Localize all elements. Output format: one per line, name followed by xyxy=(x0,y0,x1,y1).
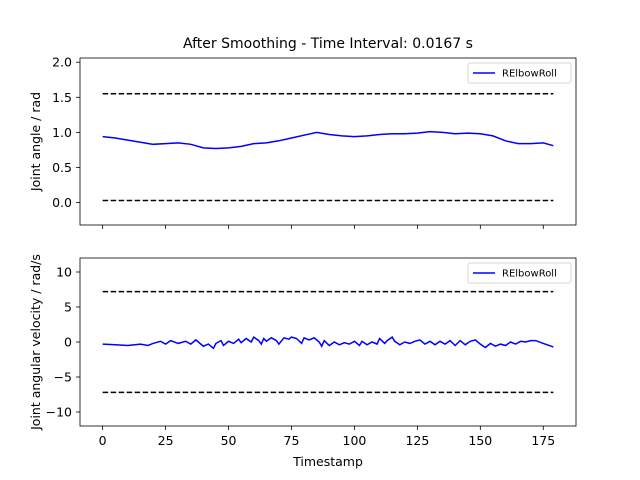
x-tick-label: 175 xyxy=(531,433,555,448)
legend-box xyxy=(467,262,572,284)
series-line-relbowroll xyxy=(102,130,554,150)
y-tick-label: 1.0 xyxy=(52,125,72,140)
y-tick-label: 10 xyxy=(56,265,72,280)
y-tick-label: 0.0 xyxy=(52,195,72,210)
y-tick-label: 0.5 xyxy=(52,160,72,175)
legend-label: RElbowRoll xyxy=(502,69,557,80)
x-tick-label: 125 xyxy=(405,433,429,448)
legend-label: RElbowRoll xyxy=(502,269,557,280)
x-tick-label: 50 xyxy=(221,433,237,448)
legend: RElbowRoll xyxy=(467,262,572,284)
x-tick-label: 0 xyxy=(99,433,107,448)
y-tick-label: 2.0 xyxy=(52,55,72,70)
legend: RElbowRoll xyxy=(467,62,572,84)
x-tick-label: 150 xyxy=(468,433,492,448)
velocity-subplot: 0 25 50 75 100 125 150 175 −10 −5 0 5 10 Joint angula… xyxy=(28,254,577,469)
x-tick-label: 25 xyxy=(158,433,174,448)
chart-title: After Smoothing - Time Interval: 0.0167 … xyxy=(183,36,473,52)
y-axis-label: Joint angle / rad xyxy=(28,92,43,192)
y-tick-label: 0 xyxy=(64,335,72,350)
legend-box xyxy=(467,62,572,84)
x-tick-label: 75 xyxy=(284,433,300,448)
y-tick-label: 5 xyxy=(64,300,72,315)
x-tick-label: 100 xyxy=(343,433,367,448)
y-tick-label: −5 xyxy=(54,370,72,385)
series-line-relbowroll xyxy=(102,335,554,350)
y-axis-label: Joint angular velocity / rad/s xyxy=(28,254,43,431)
y-tick-label: 1.5 xyxy=(52,90,72,105)
angle-subplot: 0.0 0.5 1.0 1.5 2.0 Joint angle / rad RElbowRo… xyxy=(28,55,577,229)
x-axis-label: Timestamp xyxy=(292,454,363,469)
axes-frame xyxy=(79,57,577,226)
y-tick-label: −10 xyxy=(46,405,72,420)
